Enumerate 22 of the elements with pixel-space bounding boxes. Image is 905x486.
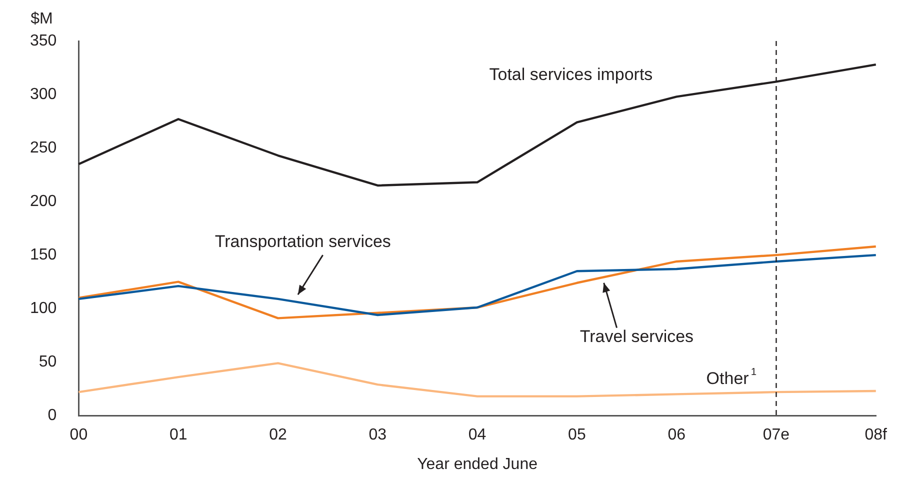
text: Travel services (580, 327, 694, 346)
x-tick-label: 01 (169, 426, 188, 444)
y-axis-title: $M (30, 10, 53, 28)
x-tick-label: 06 (668, 426, 686, 444)
x-tick-label: 03 (368, 426, 387, 444)
y-tick-label: 50 (38, 353, 57, 370)
x-tick-label: 02 (269, 426, 287, 444)
x-tick-label: 05 (568, 426, 586, 444)
y-tick-label: 250 (30, 139, 57, 156)
x-tick-label: 00 (70, 426, 88, 444)
y-tick-label: 150 (30, 246, 57, 264)
x-axis-title: Year ended June (417, 456, 538, 473)
x-tick-label: 04 (468, 426, 486, 444)
y-tick-label: 300 (30, 86, 57, 103)
y-tick-label: 0 (48, 407, 57, 424)
y-tick-label: 200 (30, 192, 57, 210)
text: Transportation services (214, 232, 391, 251)
y-tick-label: 100 (30, 300, 57, 317)
x-tick-label: 08f (864, 426, 888, 444)
x-tick-label: 07e (762, 426, 790, 444)
y-tick-label: 350 (30, 32, 57, 50)
series-label: Total services imports (489, 64, 653, 84)
